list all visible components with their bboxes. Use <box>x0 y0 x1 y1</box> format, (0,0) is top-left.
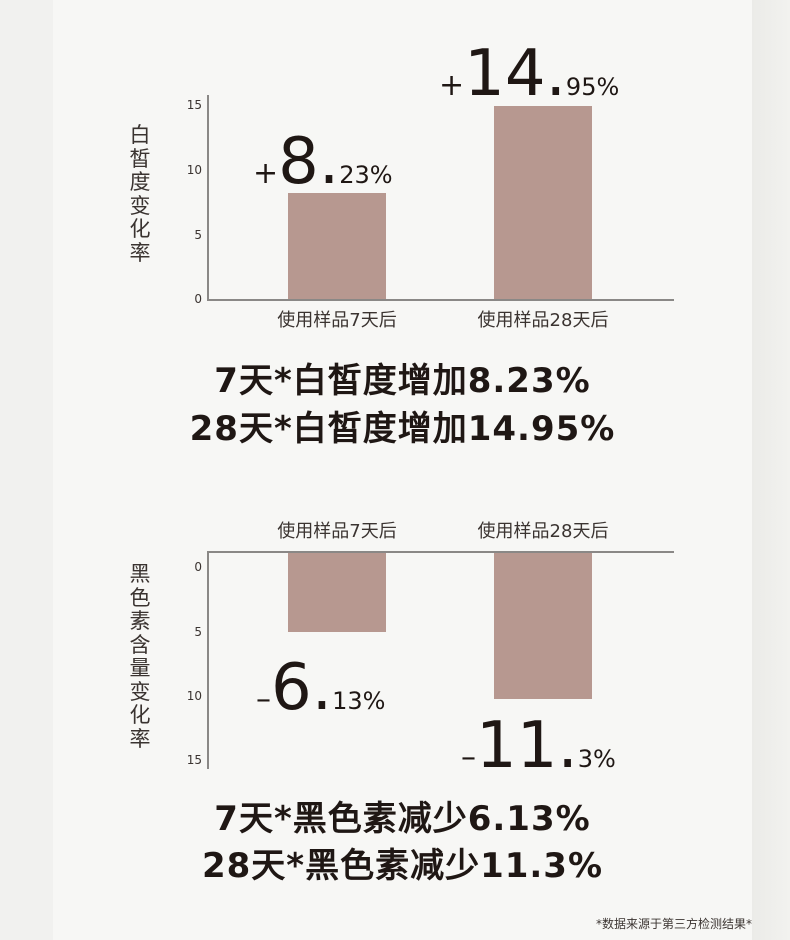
whiteness-y-tick: 5 <box>194 228 202 242</box>
headline-whiteness-7-days: 7天*白皙度增加8.23% <box>214 361 591 401</box>
melanin-bar-28-days <box>494 553 592 700</box>
content-panel <box>53 0 752 940</box>
headline-whiteness-28-days: 28天*白皙度增加14.95% <box>189 409 616 449</box>
headline-melanin-28-days: 28天*黑色素减少11.3% <box>201 846 604 886</box>
whiteness-y-tick: 10 <box>186 163 202 177</box>
whiteness-y-axis-label: 白皙度变化率 <box>129 123 151 265</box>
melanin-y-tick: 0 <box>194 560 202 574</box>
data-label-point: . <box>545 37 566 111</box>
melanin-y-tick: 5 <box>194 625 202 639</box>
whiteness-bar-7-days <box>288 192 386 299</box>
melanin-data-label-28-days: –11.3% <box>461 714 616 778</box>
whiteness-x-axis <box>207 299 674 301</box>
data-label-point: . <box>311 651 333 725</box>
whiteness-y-tick: 15 <box>186 98 202 112</box>
melanin-bar-7-days <box>288 553 386 633</box>
whiteness-data-label-28-days: +14.95% <box>439 42 619 106</box>
data-label-integer: 11 <box>476 709 558 783</box>
melanin-x-axis <box>207 551 674 553</box>
melanin-x-tick-28-days: 使用样品28天后 <box>477 521 609 542</box>
data-label-decimal: 95% <box>565 73 620 101</box>
melanin-x-tick-7-days: 使用样品7天后 <box>277 521 397 542</box>
headline-melanin-7-days: 7天*黑色素减少6.13% <box>214 799 591 839</box>
data-label-sign: + <box>439 68 465 103</box>
data-label-integer: 8 <box>278 125 319 199</box>
whiteness-bar-28-days <box>494 105 592 299</box>
whiteness-y-axis <box>207 95 209 301</box>
whiteness-x-tick-28-days: 使用样品28天后 <box>477 310 609 331</box>
data-label-sign: – <box>461 740 476 775</box>
data-label-point: . <box>557 709 578 783</box>
whiteness-x-tick-7-days: 使用样品7天后 <box>277 310 397 331</box>
data-label-integer: 14 <box>464 37 546 111</box>
data-label-decimal: 23% <box>339 161 393 189</box>
melanin-data-label-7-days: –6.13% <box>256 656 385 720</box>
melanin-y-axis-label: 黑色素含量变化率 <box>129 562 151 751</box>
melanin-y-tick: 10 <box>186 689 202 703</box>
data-label-sign: + <box>253 156 279 191</box>
footnote: *数据来源于第三方检测结果* <box>595 917 752 931</box>
melanin-y-axis <box>207 551 209 769</box>
data-label-integer: 6 <box>271 651 312 725</box>
data-label-decimal: 13% <box>332 687 386 715</box>
data-label-decimal: 3% <box>577 745 616 773</box>
whiteness-y-tick: 0 <box>194 292 202 306</box>
data-label-point: . <box>318 125 340 199</box>
data-label-sign: – <box>256 682 271 717</box>
right-edge-shade <box>752 0 790 940</box>
whiteness-data-label-7-days: +8.23% <box>253 130 393 194</box>
melanin-y-tick: 15 <box>186 753 202 767</box>
